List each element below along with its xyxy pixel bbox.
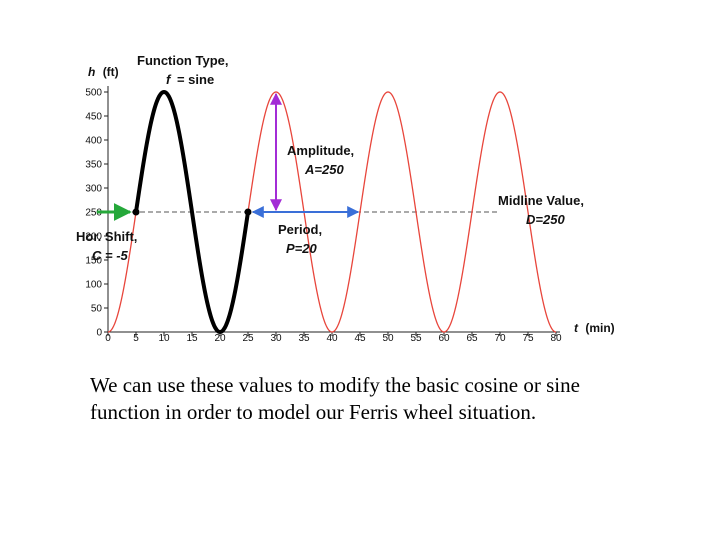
midline-value: D=250 <box>526 212 565 227</box>
x-tick-label: 75 <box>522 333 534 344</box>
y-tick-label: 250 <box>85 208 102 219</box>
x-tick-label: 65 <box>466 333 478 344</box>
y-axis-label: h (ft) <box>88 65 119 79</box>
function-type-var: f <box>166 72 172 87</box>
x-tick-label: 60 <box>438 333 450 344</box>
x-tick-label: 70 <box>494 333 506 344</box>
x-tick-label: 5 <box>133 333 139 344</box>
x-tick-label: 10 <box>158 333 170 344</box>
y-tick-label: 150 <box>85 256 102 267</box>
amplitude-title: Amplitude, <box>287 143 354 158</box>
x-tick-label: 80 <box>550 333 562 344</box>
x-axis-ticks: 0 5 10 15 20 25 30 35 40 45 50 55 60 65 70 75 80 <box>105 332 562 344</box>
sinusoid-chart: 0 50 100 150 200 250 300 350 400 450 500 0 5 10 15 20 2… <box>76 53 615 344</box>
y-tick-label: 300 <box>85 184 102 195</box>
x-axis-unit: (min) <box>585 321 614 335</box>
x-tick-label: 25 <box>242 333 254 344</box>
marker-point-end <box>244 208 252 216</box>
midline-title: Midline Value, <box>498 193 584 208</box>
marker-point-start <box>132 208 140 216</box>
shift-title: Hor. Shift, <box>76 229 137 244</box>
x-tick-label: 50 <box>382 333 394 344</box>
period-title: Period, <box>278 222 322 237</box>
caption-text: We can use these values to modify the ba… <box>90 373 580 424</box>
x-axis-label: t (min) <box>574 321 615 335</box>
y-tick-label: 400 <box>85 136 102 147</box>
x-tick-label: 30 <box>270 333 282 344</box>
x-tick-label: 15 <box>186 333 198 344</box>
x-axis-var: t <box>574 321 579 335</box>
y-tick-label: 450 <box>85 112 102 123</box>
y-tick-label: 0 <box>96 328 102 339</box>
x-tick-label: 45 <box>354 333 366 344</box>
x-tick-label: 40 <box>326 333 338 344</box>
y-tick-label: 50 <box>91 304 103 315</box>
y-axis-ticks: 0 50 100 150 200 250 300 350 400 450 500 <box>85 88 108 339</box>
y-tick-label: 350 <box>85 160 102 171</box>
function-type-value: f = sine <box>166 72 214 87</box>
y-tick-label: 100 <box>85 280 102 291</box>
function-type-rest: = sine <box>177 72 214 87</box>
y-tick-label: 200 <box>85 232 102 243</box>
amplitude-value: A=250 <box>304 162 344 177</box>
period-value: P=20 <box>286 241 317 256</box>
y-axis-var: h <box>88 65 95 79</box>
x-tick-label: 55 <box>410 333 422 344</box>
x-tick-label: 35 <box>298 333 310 344</box>
function-type-title: Function Type, <box>137 53 228 68</box>
x-tick-label: 20 <box>214 333 226 344</box>
y-axis-unit: (ft) <box>103 65 119 79</box>
shift-value: C = -5 <box>92 248 129 263</box>
y-tick-label: 500 <box>85 88 102 99</box>
series-black-curve <box>134 90 250 334</box>
x-tick-label: 0 <box>105 333 111 344</box>
